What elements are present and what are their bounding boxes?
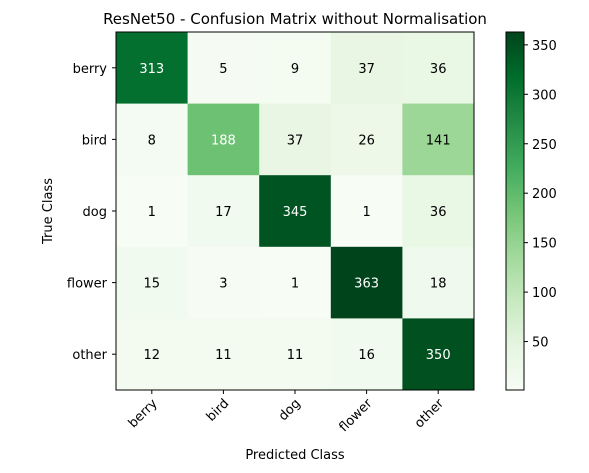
cell-value-labels: 313 5 9 37 36 8 188 37 26 141 1 17 345 1 36 15 3 1 363 18 12… (139, 62, 450, 363)
cell-value-label: 1 (148, 205, 156, 220)
heatmap-cell (402, 318, 475, 391)
heatmap-cell (259, 318, 332, 391)
heatmap-cell (259, 246, 332, 319)
cell-value-label: 9 (291, 62, 299, 77)
x-tick-label: berry (126, 396, 161, 431)
cell-value-label: 313 (139, 62, 164, 77)
x-tick-label: flower (336, 396, 375, 435)
cell-value-label: 345 (283, 205, 308, 220)
heatmap-cell (116, 175, 189, 248)
heatmap-cell (116, 318, 189, 391)
x-axis-label: Predicted Class (245, 448, 345, 463)
y-tick-label: dog (83, 205, 107, 220)
y-tick-label: other (72, 348, 107, 363)
heatmap-cell (330, 32, 403, 105)
plot-frame (115, 31, 475, 391)
x-tick-label: bird (204, 396, 232, 424)
y-tick-label: bird (82, 133, 107, 148)
heatmap-cell (187, 246, 260, 319)
heatmap-cell (402, 32, 475, 105)
cell-value-label: 16 (358, 348, 375, 363)
cell-value-label: 12 (144, 348, 161, 363)
colorbar-tick-label: 200 (532, 187, 557, 202)
cell-value-label: 15 (144, 277, 161, 292)
cell-value-label: 37 (287, 133, 304, 148)
x-tick-label: other (412, 396, 448, 432)
heatmap-cell (116, 246, 189, 319)
cell-value-label: 26 (358, 133, 375, 148)
heatmap-cell (187, 318, 260, 391)
colorbar-tick-label: 50 (532, 336, 549, 351)
cell-value-label: 141 (426, 133, 451, 148)
cell-value-label: 36 (430, 62, 447, 77)
heatmap-cell (402, 103, 475, 176)
cell-value-label: 11 (215, 348, 232, 363)
y-axis-ticks: berry bird dog flower other (67, 62, 116, 363)
cell-value-label: 5 (219, 62, 227, 77)
colorbar (505, 31, 525, 391)
heatmap-cell (187, 32, 260, 105)
cell-value-label: 363 (354, 277, 379, 292)
x-tick-label: dog (276, 396, 304, 424)
cell-value-label: 37 (358, 62, 375, 77)
y-axis-label: True Class (41, 178, 56, 245)
cell-value-label: 1 (362, 205, 370, 220)
colorbar-tick-label: 250 (532, 138, 557, 153)
cell-value-label: 8 (148, 133, 156, 148)
heatmap-cell (402, 175, 475, 248)
cell-value-label: 17 (215, 205, 232, 220)
heatmap-cell (187, 103, 260, 176)
colorbar-tick-label: 100 (532, 286, 557, 301)
heatmap-cell (330, 246, 403, 319)
heatmap-cell (330, 318, 403, 391)
heatmap-cell (330, 103, 403, 176)
y-tick-label: berry (73, 62, 108, 77)
cell-value-label: 11 (287, 348, 304, 363)
colorbar-ticks: 50 100 150 200 250 300 350 (524, 39, 557, 351)
colorbar-tick-label: 300 (532, 88, 557, 103)
colorbar-tick-label: 350 (532, 39, 557, 54)
cell-value-label: 188 (211, 133, 236, 148)
cell-value-label: 1 (291, 277, 299, 292)
cell-value-label: 18 (430, 277, 447, 292)
cell-value-label: 3 (219, 277, 227, 292)
heatmap-cell (402, 246, 475, 319)
heatmap-cell (116, 103, 189, 176)
heatmap-cell (116, 32, 189, 105)
heatmap-cell (259, 32, 332, 105)
heatmap-cell (259, 175, 332, 248)
y-tick-label: flower (67, 277, 108, 292)
heatmap-cells (116, 32, 475, 391)
cell-value-label: 350 (426, 348, 451, 363)
chart-title: ResNet50 - Confusion Matrix without Norm… (103, 10, 487, 28)
heatmap-cell (259, 103, 332, 176)
x-axis-ticks: berry bird dog flower other (126, 390, 448, 435)
cell-value-label: 36 (430, 205, 447, 220)
heatmap-cell (330, 175, 403, 248)
colorbar-tick-label: 150 (532, 237, 557, 252)
heatmap-cell (187, 175, 260, 248)
